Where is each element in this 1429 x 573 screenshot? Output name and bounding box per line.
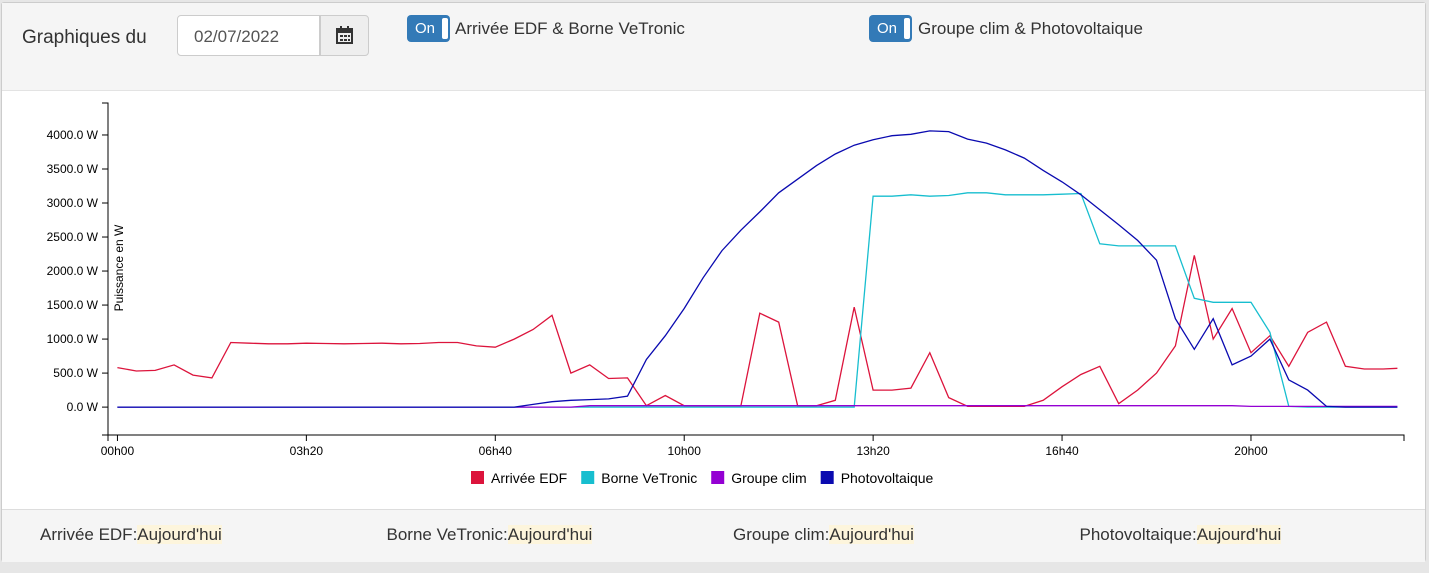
x-tick-label: 16h40 [1045,444,1079,458]
footer-name: Groupe clim: [733,525,830,544]
y-tick-label: 3000.0 W [47,196,99,210]
y-tick-label: 1000.0 W [47,332,99,346]
y-tick-label: 4000.0 W [47,128,99,142]
x-tick-label: 03h20 [290,444,324,458]
toggle-state: On [415,20,436,37]
x-tick-label: 00h00 [101,444,135,458]
calendar-button[interactable] [320,15,369,56]
footer-value: Aujourd'hui [137,525,222,544]
x-tick-label: 13h20 [856,444,890,458]
series-line [117,130,1398,408]
y-tick-label: 1500.0 W [47,298,99,312]
date-label: Graphiques du [22,27,147,48]
footer-item: Borne VeTronic:Aujourd'hui [387,525,593,545]
date-input[interactable]: 02/07/2022 [177,15,320,56]
x-tick-label: 10h00 [668,444,702,458]
footer: Arrivée EDF:Aujourd'hui Borne VeTronic:Au… [2,509,1425,562]
y-tick-label: 2500.0 W [47,230,99,244]
y-tick-label: 0.0 W [67,400,99,414]
y-axis [102,102,109,436]
footer-item: Groupe clim:Aujourd'hui [733,525,914,545]
y-axis-label: Puissance en W [112,224,126,311]
footer-value: Aujourd'hui [1196,525,1282,544]
x-axis [107,434,1405,441]
y-tick-label: 3500.0 W [47,162,99,176]
y-tick-label: 2000.0 W [47,264,99,278]
toggle-label: Arrivée EDF & Borne VeTronic [455,19,685,38]
toggle[interactable]: On [869,15,912,42]
legend-swatch [471,471,484,484]
toggle-state: On [877,20,898,37]
footer-value: Aujourd'hui [507,525,593,544]
x-tick-label: 06h40 [479,444,513,458]
legend-label: Groupe clim [731,470,806,486]
toggle-label: Groupe clim & Photovoltaique [918,19,1143,38]
footer-name: Borne VeTronic: [386,525,508,544]
calendar-icon [336,26,353,44]
series-line [117,255,1398,408]
legend-swatch [581,471,595,484]
legend-label: Photovoltaique [841,470,934,486]
legend-swatch [820,471,834,484]
footer-name: Photovoltaique: [1079,525,1197,544]
series-line [117,192,1398,408]
x-tick-label: 20h00 [1234,444,1268,458]
legend-swatch [711,471,725,484]
footer-value: Aujourd'hui [829,525,914,544]
legend-label: Arrivée EDF [491,470,567,486]
footer-item: Arrivée EDF:Aujourd'hui [40,525,222,545]
y-tick-label: 500.0 W [53,366,98,380]
header: Graphiques du 02/07/2022 On Arrivée EDF … [2,3,1425,91]
chart: Puissance en W 0.0 W 500.0 W 1000.0 W 1500.… [47,102,1405,486]
footer-item: Photovoltaique:Aujourd'hui [1080,525,1282,545]
legend-label: Borne VeTronic [601,470,697,486]
footer-name: Arrivée EDF: [40,525,138,544]
toggle[interactable]: On [407,15,450,42]
